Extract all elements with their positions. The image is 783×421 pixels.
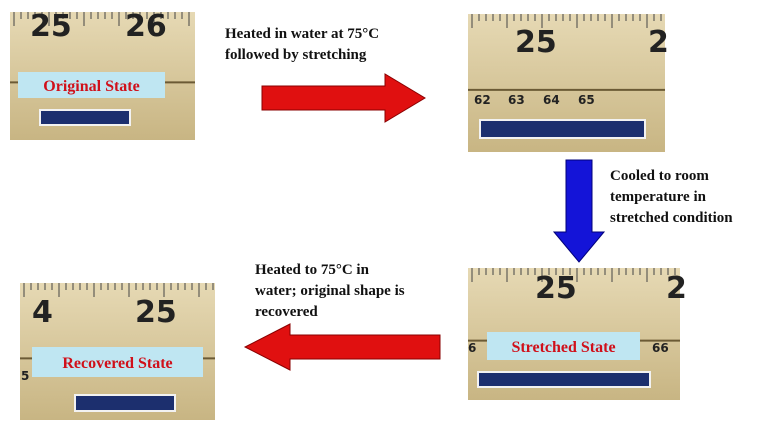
photo-panel: 4 25 5 Recovered State [20,283,215,420]
arrow-caption: recovered [255,304,318,320]
ruler-number: 25 [515,25,557,60]
polymer-strip [478,372,650,387]
state-label: Recovered State [62,355,172,372]
photo-panel: 25 26 Original State [10,9,195,140]
ruler-number: 65 [578,93,595,107]
state-label: Original State [43,78,139,95]
arrow-caption: followed by stretching [225,47,367,63]
ruler-number: 6 [468,341,476,355]
polymer-strip [40,110,130,125]
arrow-caption: Cooled to room [610,168,709,184]
state-label: Stretched State [511,339,615,356]
arrow-caption: Heated to 75°C in [255,262,370,278]
ruler-number: 25 [535,271,577,306]
ruler-number: 5 [21,369,29,383]
ruler-number: 62 [474,93,491,107]
arrow-caption: stretched condition [610,210,733,226]
arrow-caption: water; original shape is [255,283,405,299]
arrow-right [262,74,425,122]
ruler-number: 2 [648,25,669,60]
diagram: 2526Original State25262636465252666Stret… [0,0,783,421]
arrow-left [245,324,440,370]
arrow-caption: temperature in [610,189,707,205]
ruler-number: 63 [508,93,525,107]
polymer-strip [480,120,645,138]
polymer-strip [75,395,175,411]
arrow-caption: Heated in water at 75°C [225,26,379,42]
ruler-number: 26 [125,9,167,44]
ruler-number: 25 [135,295,177,330]
ruler-number: 2 [666,271,687,306]
photo-panel: 25 2 62 63 64 65 [468,14,669,152]
ruler-number: 4 [32,295,53,330]
ruler-number: 64 [543,93,560,107]
ruler-number: 25 [30,9,72,44]
arrow-down [554,160,604,262]
ruler-number: 66 [652,341,669,355]
